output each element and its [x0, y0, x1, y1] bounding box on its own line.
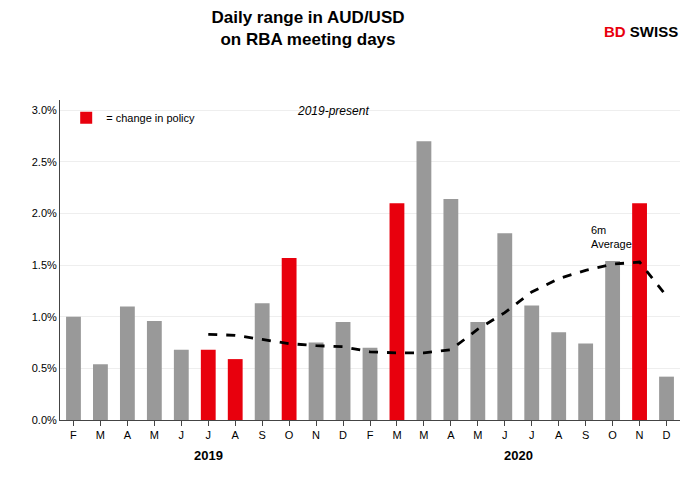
svg-text:S: S: [258, 429, 265, 441]
svg-text:S: S: [582, 429, 589, 441]
svg-text:= change in policy: = change in policy: [106, 112, 195, 124]
svg-text:F: F: [70, 429, 77, 441]
svg-text:M: M: [392, 429, 401, 441]
svg-text:Daily range in AUD/USDon RBA m: Daily range in AUD/USDon RBA meeting day…: [211, 8, 404, 49]
svg-text:2019: 2019: [194, 448, 223, 463]
svg-text:1.5%: 1.5%: [32, 259, 57, 271]
svg-text:D: D: [339, 429, 347, 441]
svg-text:2020: 2020: [504, 448, 533, 463]
svg-text:J: J: [529, 429, 535, 441]
svg-text:2019-present: 2019-present: [297, 104, 369, 118]
svg-text:A: A: [232, 429, 240, 441]
svg-text:O: O: [608, 429, 617, 441]
svg-text:2.5%: 2.5%: [32, 156, 57, 168]
svg-text:3.0%: 3.0%: [32, 104, 57, 116]
svg-text:F: F: [367, 429, 374, 441]
svg-text:J: J: [206, 429, 212, 441]
svg-text:M: M: [96, 429, 105, 441]
svg-text:N: N: [636, 429, 644, 441]
svg-text:0.0%: 0.0%: [32, 414, 57, 426]
svg-text:A: A: [555, 429, 563, 441]
svg-text:A: A: [124, 429, 132, 441]
svg-text:J: J: [502, 429, 508, 441]
svg-text:0.5%: 0.5%: [32, 362, 57, 374]
svg-text:M: M: [150, 429, 159, 441]
svg-text:J: J: [179, 429, 185, 441]
svg-text:D: D: [663, 429, 671, 441]
svg-text:A: A: [447, 429, 455, 441]
svg-text:1.0%: 1.0%: [32, 311, 57, 323]
svg-text:M: M: [473, 429, 482, 441]
svg-text:2.0%: 2.0%: [32, 207, 57, 219]
svg-text:O: O: [285, 429, 294, 441]
svg-text:6mAverage: 6mAverage: [591, 224, 632, 250]
svg-text:M: M: [419, 429, 428, 441]
svg-text:BD SWISS: BD SWISS: [604, 23, 678, 40]
svg-text:N: N: [312, 429, 320, 441]
